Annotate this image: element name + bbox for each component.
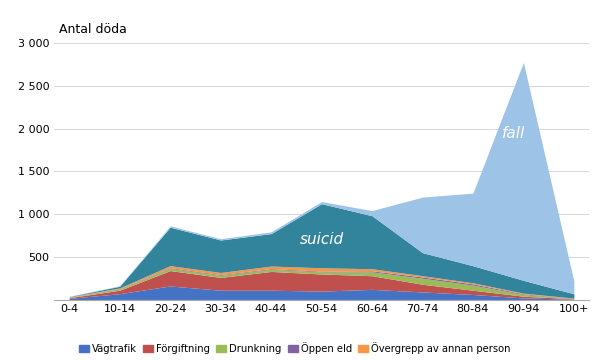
Text: suicid: suicid [299,232,344,247]
Text: fall: fall [502,126,525,140]
Text: Antal döda: Antal döda [59,23,127,36]
Legend: Vägtrafik, Förgiftning, Drunkning, Öppen eld, Övergrepp av annan person: Vägtrafik, Förgiftning, Drunkning, Öppen… [75,338,514,358]
